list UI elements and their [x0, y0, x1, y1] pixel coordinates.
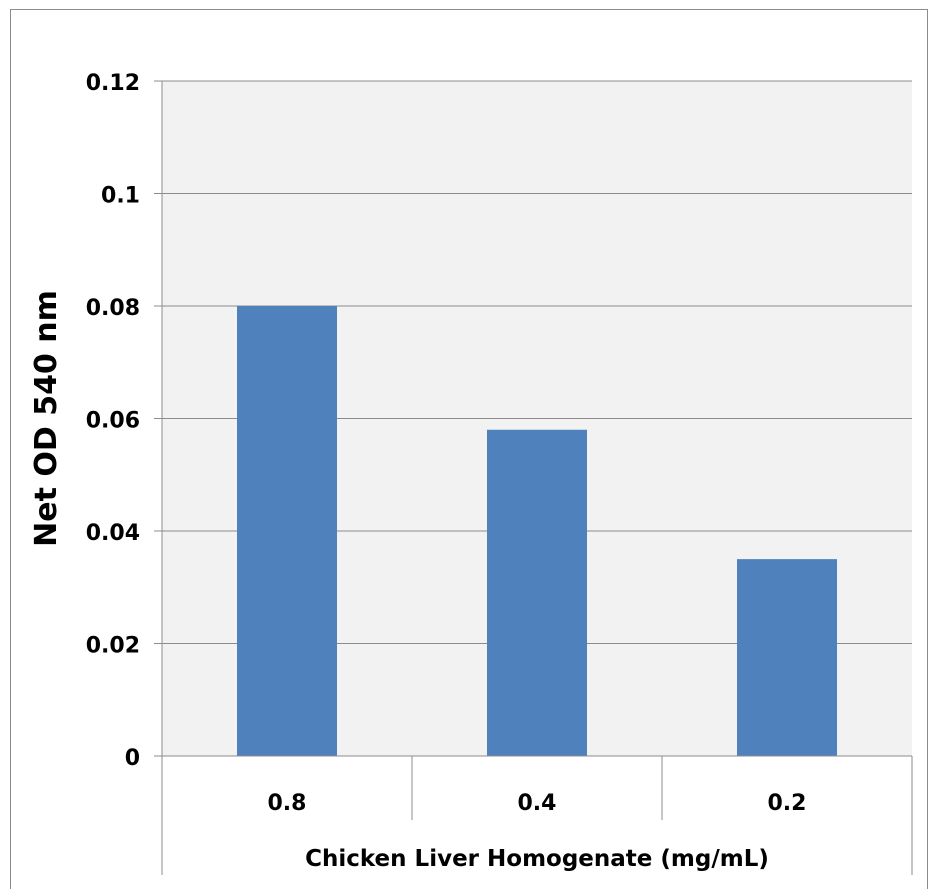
y-axis-title: Net OD 540 nm	[29, 290, 64, 547]
y-tick-label: 0.06	[86, 409, 140, 434]
y-tick-label: 0.12	[86, 71, 140, 96]
bars	[237, 306, 837, 756]
y-tick-label: 0.02	[86, 634, 140, 659]
y-tick-label: 0	[125, 746, 140, 771]
y-tick-labels: 0 0.02 0.04 0.06 0.08 0.1 0.12	[86, 71, 140, 771]
bar	[737, 559, 837, 756]
x-tick-labels: 0.8 0.4 0.2	[268, 791, 807, 816]
y-tick-label: 0.1	[101, 184, 140, 209]
x-tick-label: 0.4	[518, 791, 557, 816]
bar	[487, 429, 587, 756]
x-tick-label: 0.8	[268, 791, 307, 816]
axes	[161, 81, 913, 875]
y-tick-label: 0.04	[86, 521, 140, 546]
x-axis-title: Chicken Liver Homogenate (mg/mL)	[305, 846, 769, 872]
x-tick-label: 0.2	[768, 791, 807, 816]
y-tick-label: 0.08	[86, 296, 140, 321]
bar	[237, 306, 337, 756]
